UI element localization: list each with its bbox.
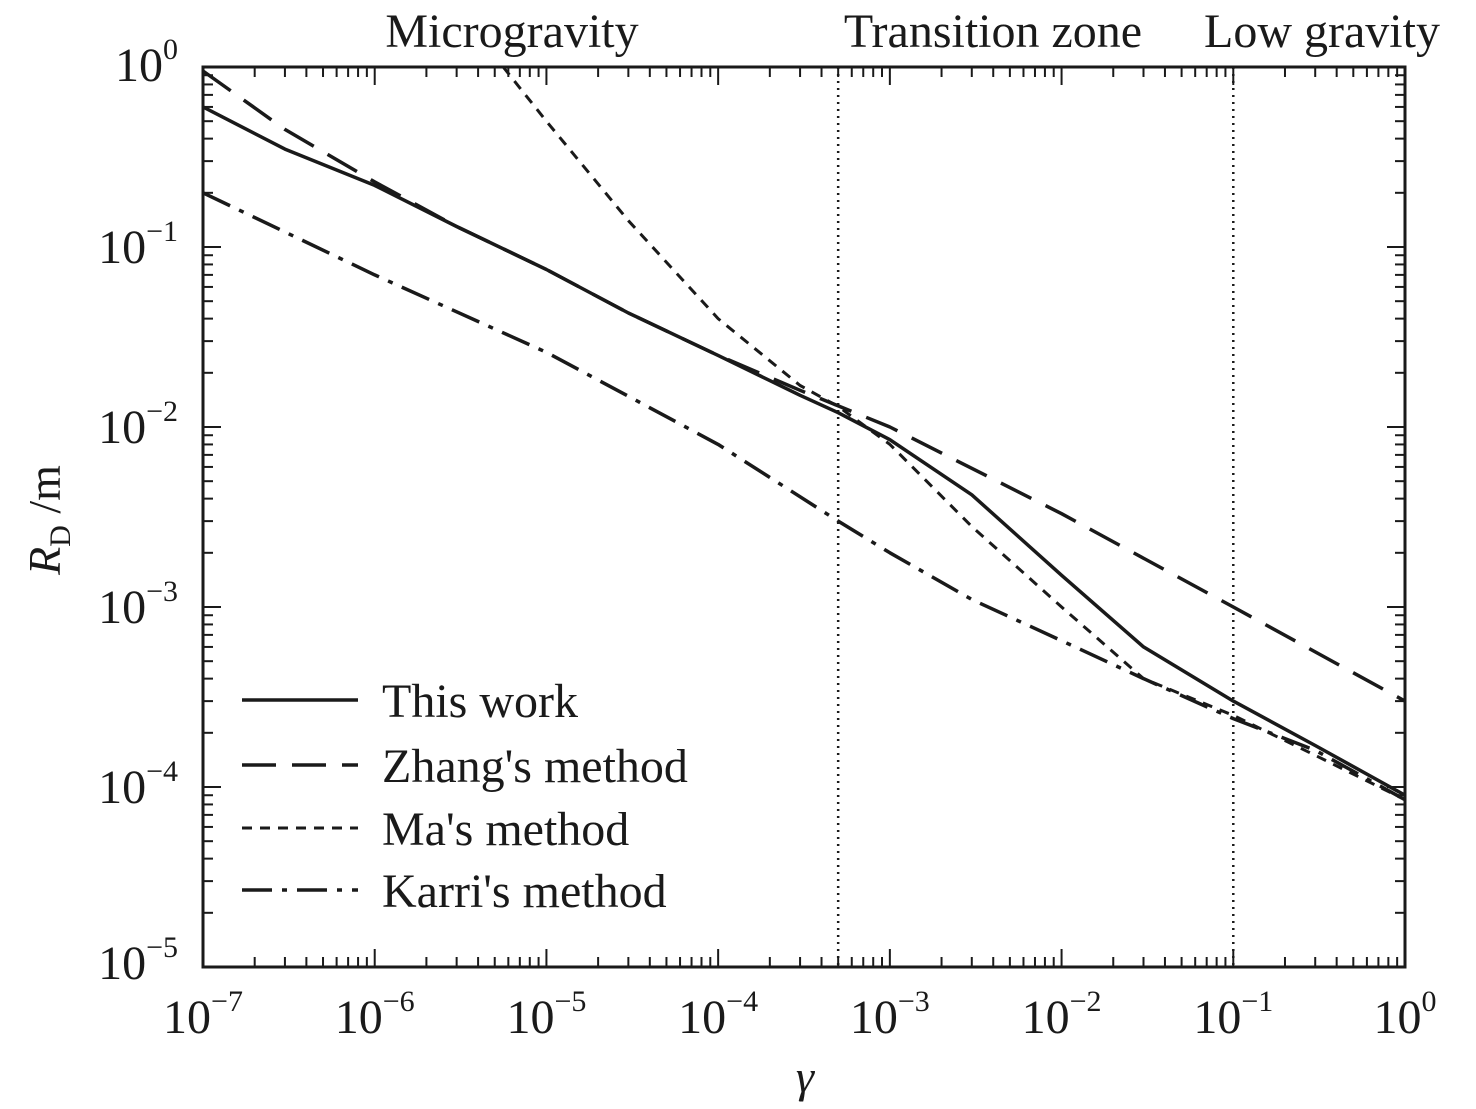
y-tick-label: 10−3 bbox=[98, 575, 178, 634]
y-tick-label: 10−1 bbox=[98, 215, 178, 274]
legend: This work Zhang's method Ma's method Karri'… bbox=[242, 675, 688, 918]
x-axis-label: γ bbox=[796, 1051, 816, 1102]
x-tick-label: 10−2 bbox=[1022, 985, 1102, 1044]
x-tick-label: 10−3 bbox=[850, 985, 930, 1044]
y-tick-labels: 10−5 10−4 10−3 10−2 10−1 100 bbox=[98, 33, 178, 990]
x-tick-label: 10−7 bbox=[163, 985, 243, 1044]
region-labels: Microgravity Transition zone Low gravity bbox=[385, 5, 1440, 58]
y-tick-label: 100 bbox=[115, 33, 178, 92]
x-tick-label: 10−6 bbox=[335, 985, 415, 1044]
y-tick-label: 10−2 bbox=[98, 395, 178, 454]
legend-label: Karri's method bbox=[382, 865, 667, 918]
x-tick-label: 10−4 bbox=[678, 985, 758, 1044]
plot-frame bbox=[201, 65, 1407, 969]
series-line bbox=[502, 67, 1405, 802]
x-tick-label: 10−1 bbox=[1193, 985, 1273, 1044]
y-axis-unit: /m bbox=[19, 465, 70, 525]
y-tick-label: 10−4 bbox=[98, 755, 178, 814]
legend-label: This work bbox=[382, 675, 578, 728]
region-boundaries bbox=[836, 67, 1235, 967]
series-line bbox=[203, 191, 1405, 802]
region-label: Microgravity bbox=[385, 5, 638, 58]
y-axis-symbol: R bbox=[19, 547, 70, 576]
x-tick-label: 10−5 bbox=[506, 985, 586, 1044]
tick-marks bbox=[202, 67, 1405, 968]
y-axis-label: RD /m bbox=[19, 465, 77, 576]
region-label: Low gravity bbox=[1204, 5, 1440, 58]
legend-label: Zhang's method bbox=[382, 740, 688, 793]
x-tick-label: 100 bbox=[1374, 985, 1437, 1044]
y-tick-label: 10−5 bbox=[98, 931, 178, 990]
region-label: Transition zone bbox=[844, 5, 1142, 58]
series-line bbox=[203, 69, 1405, 703]
series-layer bbox=[203, 67, 1405, 802]
legend-label: Ma's method bbox=[382, 803, 629, 856]
y-axis-subscript: D bbox=[44, 525, 77, 547]
x-tick-labels: 10−7 10−6 10−5 10−4 10−3 10−2 10−1 100 bbox=[163, 985, 1436, 1044]
